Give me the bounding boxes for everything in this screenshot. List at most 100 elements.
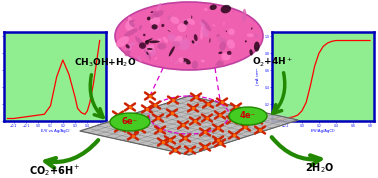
Ellipse shape	[186, 36, 187, 37]
Ellipse shape	[146, 44, 154, 53]
Ellipse shape	[203, 59, 204, 61]
Ellipse shape	[215, 61, 221, 66]
Y-axis label: j/mA·cm$^{-2}$: j/mA·cm$^{-2}$	[254, 67, 263, 87]
Ellipse shape	[217, 60, 223, 64]
Ellipse shape	[125, 20, 135, 31]
Ellipse shape	[170, 57, 172, 62]
Ellipse shape	[152, 11, 159, 17]
X-axis label: E/V vs Ag/AgCl: E/V vs Ag/AgCl	[40, 129, 69, 133]
Ellipse shape	[209, 38, 211, 43]
Ellipse shape	[228, 44, 230, 47]
Ellipse shape	[202, 28, 209, 37]
Ellipse shape	[146, 46, 156, 56]
Ellipse shape	[192, 61, 198, 69]
Ellipse shape	[254, 41, 260, 52]
Ellipse shape	[187, 18, 195, 25]
Ellipse shape	[170, 17, 179, 24]
Ellipse shape	[150, 14, 154, 19]
Ellipse shape	[145, 38, 153, 43]
Ellipse shape	[139, 42, 146, 49]
Text: 2H$_2$O: 2H$_2$O	[305, 161, 335, 175]
Ellipse shape	[115, 2, 263, 70]
Ellipse shape	[183, 20, 188, 25]
Ellipse shape	[217, 60, 224, 67]
Ellipse shape	[146, 52, 149, 55]
Ellipse shape	[227, 51, 231, 55]
Ellipse shape	[216, 34, 220, 37]
Ellipse shape	[227, 39, 235, 49]
Ellipse shape	[183, 58, 191, 64]
Ellipse shape	[191, 15, 192, 19]
Ellipse shape	[168, 30, 170, 32]
Ellipse shape	[186, 23, 189, 27]
Ellipse shape	[245, 40, 247, 42]
Ellipse shape	[155, 57, 157, 60]
Text: O$_2$+4H$^+$: O$_2$+4H$^+$	[253, 55, 294, 69]
Ellipse shape	[228, 28, 235, 35]
Ellipse shape	[135, 36, 145, 48]
Ellipse shape	[251, 27, 253, 30]
Ellipse shape	[218, 37, 227, 43]
Ellipse shape	[209, 5, 217, 10]
Ellipse shape	[192, 40, 194, 44]
Ellipse shape	[168, 30, 170, 32]
Ellipse shape	[124, 50, 130, 56]
Ellipse shape	[146, 50, 150, 59]
Ellipse shape	[143, 34, 146, 36]
Ellipse shape	[126, 19, 128, 21]
Ellipse shape	[219, 42, 226, 51]
Ellipse shape	[149, 40, 160, 43]
Ellipse shape	[200, 22, 206, 28]
Ellipse shape	[218, 52, 222, 54]
Ellipse shape	[182, 19, 191, 22]
Polygon shape	[80, 96, 298, 155]
Ellipse shape	[147, 17, 151, 20]
Text: CH$_3$OH+H$_2$O: CH$_3$OH+H$_2$O	[74, 57, 136, 69]
Ellipse shape	[200, 24, 204, 40]
Ellipse shape	[169, 46, 175, 56]
Ellipse shape	[249, 49, 253, 56]
Ellipse shape	[254, 34, 258, 38]
Ellipse shape	[127, 45, 132, 51]
Ellipse shape	[172, 41, 180, 47]
Ellipse shape	[150, 15, 160, 26]
Ellipse shape	[139, 25, 142, 30]
Ellipse shape	[110, 113, 150, 131]
Ellipse shape	[127, 43, 136, 46]
Ellipse shape	[229, 107, 267, 125]
Ellipse shape	[178, 57, 184, 63]
Ellipse shape	[183, 38, 184, 40]
Ellipse shape	[242, 9, 246, 23]
Text: 4e⁻: 4e⁻	[240, 111, 256, 121]
Ellipse shape	[233, 11, 234, 13]
Ellipse shape	[152, 24, 158, 30]
Ellipse shape	[137, 56, 142, 62]
Ellipse shape	[175, 61, 178, 65]
Ellipse shape	[254, 48, 257, 49]
Ellipse shape	[161, 24, 164, 27]
Ellipse shape	[154, 10, 164, 17]
Ellipse shape	[128, 17, 132, 23]
Ellipse shape	[163, 37, 168, 43]
Ellipse shape	[195, 41, 198, 46]
Ellipse shape	[156, 38, 161, 43]
Ellipse shape	[150, 11, 153, 13]
Ellipse shape	[201, 60, 205, 62]
Ellipse shape	[129, 20, 135, 27]
Ellipse shape	[167, 15, 171, 20]
Ellipse shape	[144, 49, 152, 55]
Ellipse shape	[140, 39, 144, 50]
Ellipse shape	[145, 40, 149, 45]
Ellipse shape	[116, 36, 129, 47]
Ellipse shape	[222, 53, 231, 61]
Ellipse shape	[204, 8, 208, 11]
Ellipse shape	[155, 27, 159, 31]
Ellipse shape	[156, 3, 161, 11]
Ellipse shape	[194, 34, 198, 41]
Ellipse shape	[179, 38, 190, 50]
Ellipse shape	[184, 61, 186, 64]
Ellipse shape	[164, 9, 166, 12]
Ellipse shape	[223, 21, 225, 26]
Ellipse shape	[124, 28, 138, 37]
Ellipse shape	[149, 54, 151, 61]
